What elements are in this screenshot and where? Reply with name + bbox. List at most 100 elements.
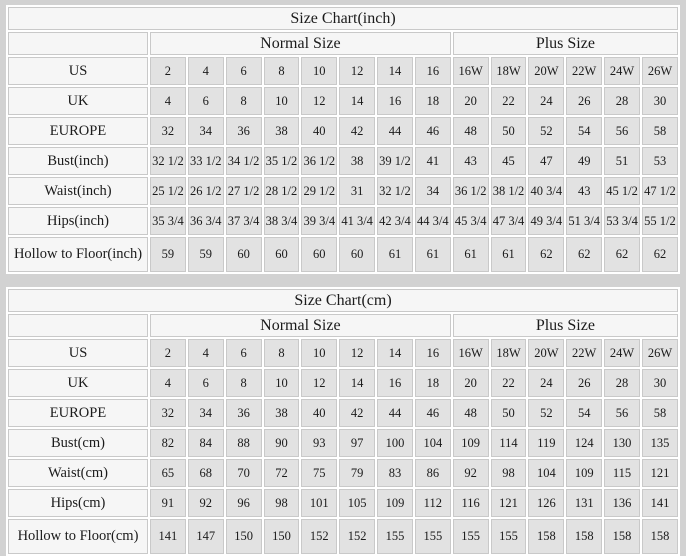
size-value-cell: 158 — [604, 519, 640, 554]
row-label: US — [8, 57, 148, 85]
size-value-cell: 26W — [641, 57, 678, 85]
size-value-cell: 136 — [604, 489, 640, 517]
size-value-cell: 126 — [528, 489, 565, 517]
size-value-cell: 62 — [641, 237, 678, 272]
table-row: Hollow to Floor(inch) 59 59 60 60 60 60 61 61 61 6… — [8, 237, 678, 272]
size-value-cell: 109 — [452, 429, 489, 457]
size-value-cell: 16 — [414, 339, 451, 367]
size-value-cell: 8 — [263, 339, 300, 367]
size-value-cell: 84 — [187, 429, 224, 457]
size-value-cell: 36 — [225, 399, 262, 427]
row-label: EUROPE — [8, 117, 148, 145]
size-value-cell: 47 1/2 — [641, 177, 678, 205]
table-row: UK 4 6 8 10 12 14 16 18 20 22 24 26 28 30 — [8, 87, 678, 115]
size-value-cell: 20W — [528, 57, 565, 85]
size-value-cell: 2 — [150, 57, 186, 85]
size-value-cell: 20 — [452, 87, 489, 115]
size-value-cell: 152 — [301, 519, 338, 554]
size-value-cell: 32 1/2 — [150, 147, 186, 175]
size-value-cell: 40 — [301, 399, 338, 427]
size-value-cell: 135 — [641, 429, 678, 457]
size-value-cell: 24W — [604, 57, 640, 85]
size-value-cell: 12 — [301, 369, 338, 397]
size-value-cell: 41 3/4 — [339, 207, 376, 235]
size-value-cell: 6 — [225, 57, 262, 85]
size-value-cell: 44 — [377, 399, 413, 427]
size-value-cell: 98 — [263, 489, 300, 517]
table-row: Bust(inch) 32 1/2 33 1/2 34 1/2 35 1/2 36 1/2… — [8, 147, 678, 175]
size-value-cell: 130 — [604, 429, 640, 457]
size-value-cell: 115 — [604, 459, 640, 487]
size-value-cell: 22 — [490, 369, 527, 397]
size-value-cell: 155 — [452, 519, 489, 554]
size-value-cell: 34 — [187, 399, 224, 427]
size-value-cell: 48 — [452, 117, 489, 145]
size-value-cell: 40 — [301, 117, 338, 145]
size-value-cell: 28 — [604, 87, 640, 115]
size-value-cell: 90 — [263, 429, 300, 457]
size-value-cell: 92 — [187, 489, 224, 517]
size-value-cell: 98 — [490, 459, 527, 487]
size-value-cell: 8 — [263, 57, 300, 85]
size-value-cell: 24 — [528, 369, 565, 397]
size-value-cell: 16W — [452, 339, 489, 367]
size-value-cell: 49 — [566, 147, 603, 175]
size-value-cell: 104 — [414, 429, 451, 457]
size-value-cell: 18W — [490, 339, 527, 367]
size-value-cell: 101 — [301, 489, 338, 517]
size-value-cell: 82 — [150, 429, 186, 457]
size-value-cell: 12 — [301, 87, 338, 115]
size-value-cell: 38 — [263, 117, 300, 145]
size-value-cell: 38 1/2 — [490, 177, 527, 205]
size-value-cell: 26 — [566, 87, 603, 115]
row-label: EUROPE — [8, 399, 148, 427]
chart-title: Size Chart(inch) — [8, 7, 678, 30]
size-value-cell: 14 — [377, 57, 413, 85]
size-value-cell: 62 — [566, 237, 603, 272]
size-value-cell: 22W — [566, 57, 603, 85]
size-value-cell: 65 — [150, 459, 186, 487]
size-value-cell: 47 3/4 — [490, 207, 527, 235]
size-value-cell: 114 — [490, 429, 527, 457]
size-value-cell: 4 — [187, 339, 224, 367]
size-value-cell: 45 1/2 — [604, 177, 640, 205]
size-value-cell: 38 — [263, 399, 300, 427]
chart-title: Size Chart(cm) — [8, 289, 678, 312]
size-value-cell: 86 — [414, 459, 451, 487]
size-value-cell: 150 — [263, 519, 300, 554]
size-value-cell: 44 3/4 — [414, 207, 451, 235]
size-value-cell: 68 — [187, 459, 224, 487]
size-value-cell: 10 — [301, 339, 338, 367]
size-value-cell: 32 1/2 — [377, 177, 413, 205]
size-value-cell: 75 — [301, 459, 338, 487]
table-row: Bust(cm) 82 84 88 90 93 97 100 104 109 114 119 124 13… — [8, 429, 678, 457]
size-value-cell: 2 — [150, 339, 186, 367]
size-value-cell: 97 — [339, 429, 376, 457]
row-label: Bust(cm) — [8, 429, 148, 457]
size-value-cell: 16 — [414, 57, 451, 85]
size-value-cell: 41 — [414, 147, 451, 175]
size-value-cell: 25 1/2 — [150, 177, 186, 205]
size-value-cell: 6 — [187, 369, 224, 397]
size-value-cell: 46 — [414, 117, 451, 145]
size-value-cell: 56 — [604, 117, 640, 145]
size-value-cell: 31 — [339, 177, 376, 205]
size-value-cell: 32 — [150, 117, 186, 145]
size-value-cell: 47 — [528, 147, 565, 175]
size-value-cell: 59 — [187, 237, 224, 272]
size-value-cell: 16 — [377, 369, 413, 397]
size-value-cell: 62 — [528, 237, 565, 272]
size-value-cell: 18W — [490, 57, 527, 85]
size-value-cell: 35 3/4 — [150, 207, 186, 235]
size-value-cell: 26 — [566, 369, 603, 397]
row-label: Waist(inch) — [8, 177, 148, 205]
size-value-cell: 43 — [566, 177, 603, 205]
size-value-cell: 119 — [528, 429, 565, 457]
group-header-normal-size: Normal Size — [150, 314, 451, 337]
size-value-cell: 116 — [452, 489, 489, 517]
size-value-cell: 83 — [377, 459, 413, 487]
size-chart-inch-table: Size Chart(inch) Normal Size Plus Size U… — [6, 5, 680, 274]
size-value-cell: 18 — [414, 87, 451, 115]
size-value-cell: 4 — [150, 369, 186, 397]
corner-cell — [8, 32, 148, 55]
